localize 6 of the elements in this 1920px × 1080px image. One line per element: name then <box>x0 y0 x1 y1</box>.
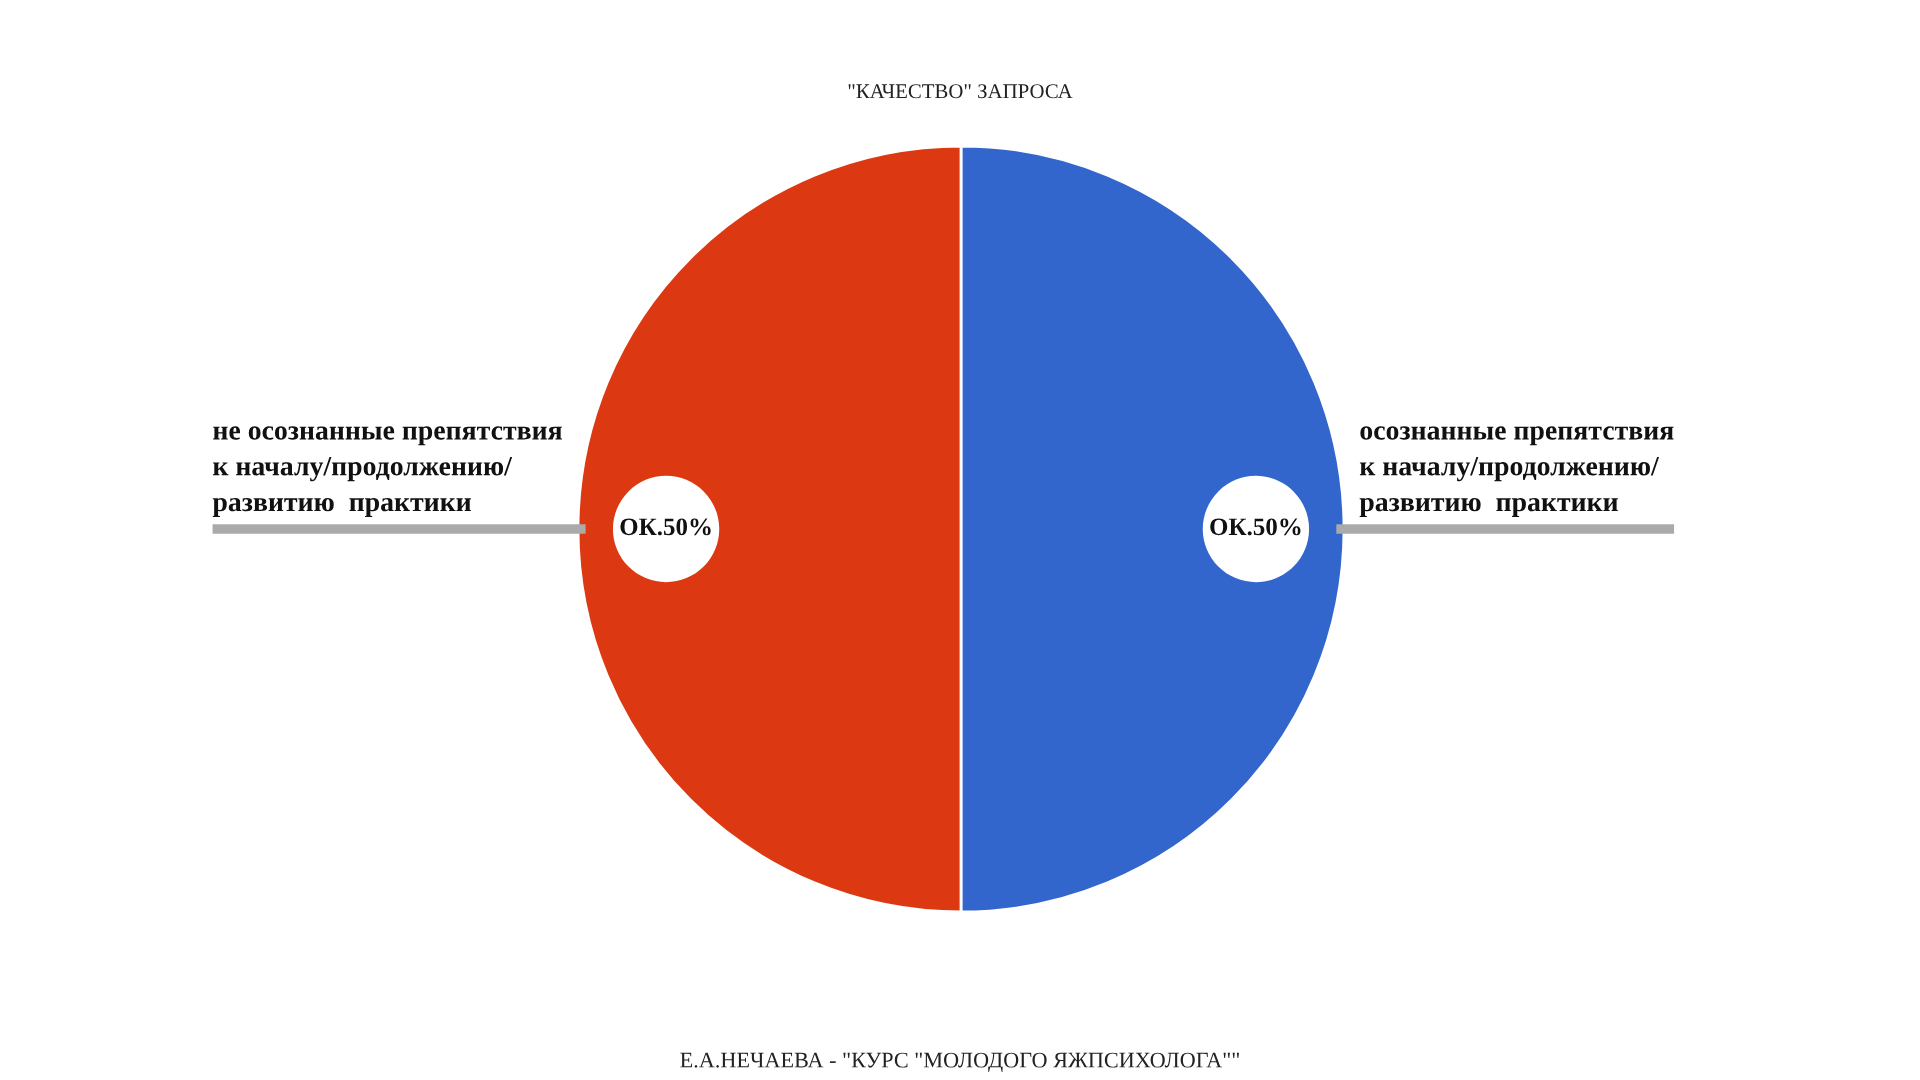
slice-label: осознанные препятствия к началу/продолжению/ развитию практики <box>1359 426 1674 517</box>
slice-label: не осознанные препятствия к началу/продолжению/ развитию практики <box>212 426 562 517</box>
text: Е.А.НЕЧАЕВА - "КУРС "МОЛОДОГО ЯЖПСИХОЛОГА"" <box>680 1052 1239 1073</box>
data-label: ОК.50% <box>620 518 711 536</box>
chart-title: "КАЧЕСТВО" ЗАПРОСА <box>848 84 1073 99</box>
data-label: ОК.50% <box>1210 518 1301 536</box>
